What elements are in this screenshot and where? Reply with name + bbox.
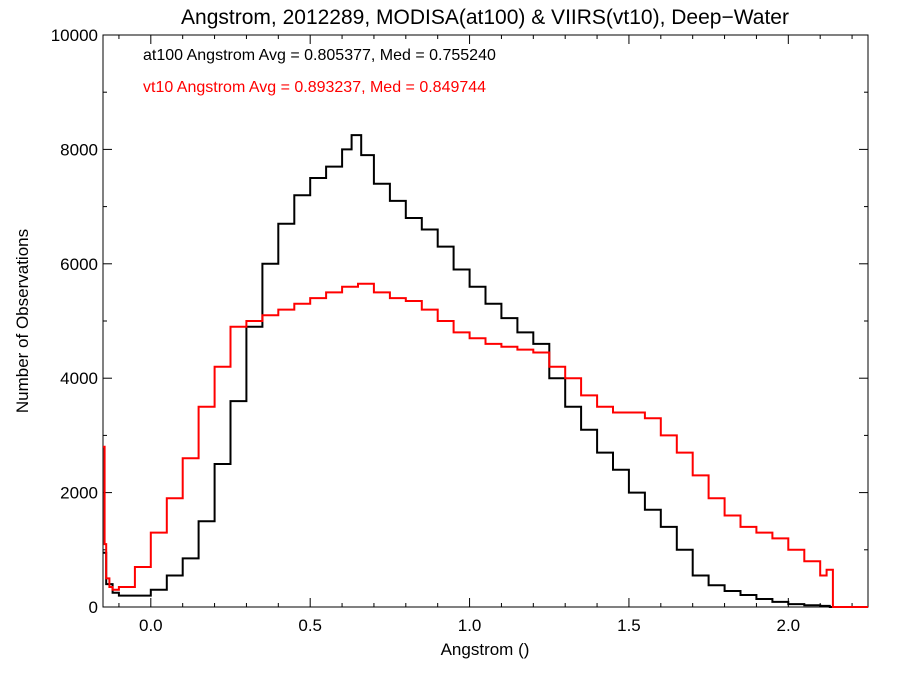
series-line-0 [103,134,868,608]
series-layer [103,134,868,608]
x-axis-label: Angstrom () [441,640,530,659]
y-tick-label: 0 [89,598,98,617]
annotation-vt10: vt10 Angstrom Avg = 0.893237, Med = 0.84… [143,79,486,96]
x-tick-label: 2.0 [776,616,800,635]
y-axis-label: Number of Observations [13,229,32,413]
x-tick-label: 0.0 [139,616,163,635]
x-tick-label: 1.0 [458,616,482,635]
y-tick-label: 10000 [51,26,98,45]
y-tick-label: 2000 [60,484,98,503]
x-tick-label: 1.5 [617,616,641,635]
y-tick-label: 4000 [60,369,98,388]
y-tick-label: 6000 [60,255,98,274]
series-line-1 [103,282,868,608]
y-tick-label: 8000 [60,140,98,159]
chart-title: Angstrom, 2012289, MODISA(at100) & VIIRS… [181,6,789,29]
x-tick-label: 0.5 [298,616,322,635]
plot-frame [102,34,869,608]
axis-ticks: 0.0 0.5 1.0 1.5 2.0 0 2000 4000 6000 8000 10000 [51,26,868,635]
annotation-at100: at100 Angstrom Avg = 0.805377, Med = 0.7… [143,47,496,64]
